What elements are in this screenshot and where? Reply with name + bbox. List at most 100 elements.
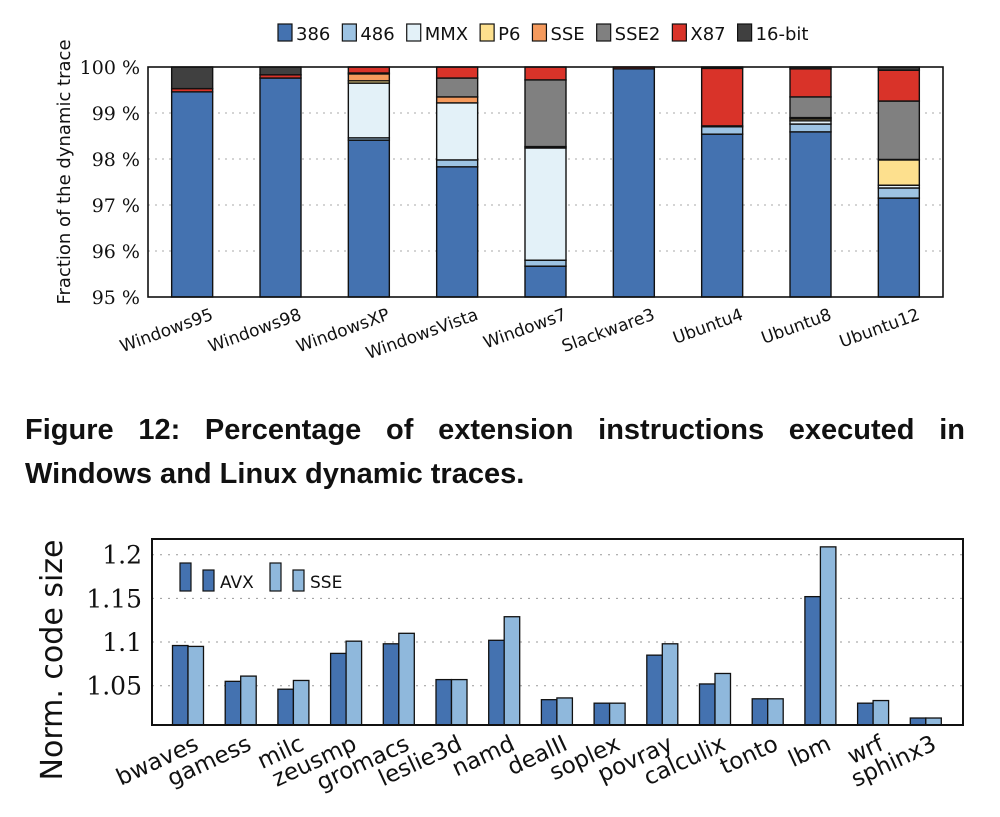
bar-segment-486 [524,259,567,267]
legend-swatch-sse [269,562,282,592]
bar-avx [224,680,242,726]
bar-segment-mmx [347,82,391,139]
bar-sse [556,697,574,726]
y-axis-label: Fraction of the dynamic trace [54,39,75,304]
bar-segment-sse2 [877,100,921,161]
bar-sse [503,616,521,726]
bar-segment-386 [170,91,214,298]
bar-segment-mmx [524,147,567,261]
bar-sse [661,643,679,726]
bar-segment-386 [524,265,567,298]
legend-label: SSE2 [615,24,661,45]
y-tick-label: 1.1 [102,628,142,657]
x-tick-label: dealII [504,731,572,781]
bar-segment-386 [259,77,302,298]
bar-sse [608,702,626,726]
legend-swatch-mmx [406,23,422,42]
bar-segment-sse2 [524,79,567,148]
x-tick-label: Ubuntu8 [759,305,834,349]
legend-label: 486 [360,24,394,45]
legend-swatch-386 [277,23,293,42]
bar-segment-386 [435,166,479,298]
y-tick-label: 1.05 [86,672,142,701]
legend-item: 486 [341,23,395,45]
bar-sse [450,678,468,726]
bar-segment-p6 [877,159,921,186]
bar-segment-x87 [877,69,921,102]
x-tick-label: gamess [163,731,255,792]
bar-avx [909,717,927,726]
legend-item: P6 [479,23,520,45]
x-tick-label: bwaves [112,731,202,791]
legend-item: MMX [406,23,468,45]
bar-segment-486 [700,126,744,135]
bar-segment-sse2 [789,96,832,119]
bar-sse [187,645,205,726]
legend-item: AVX [179,562,254,593]
y-tick-label: 1.2 [102,541,142,570]
bar-segment-386 [700,133,744,298]
bar-segment-x87 [789,68,832,98]
legend-swatch-sse [292,569,305,592]
bar-segment-x87 [524,66,567,81]
x-tick-label: milc [254,731,308,775]
bar-segment-386 [347,139,391,298]
x-tick-label: leslie3d [375,731,466,792]
bar-avx [698,683,716,726]
figure-caption: Figure 12: Percentage of extension instr… [25,414,965,490]
legend-item: SSE [531,23,585,45]
legend-item: 16-bit [737,23,809,45]
bar-segment-x87 [347,66,391,74]
bar-avx [171,644,189,726]
legend-swatch-avx [202,569,215,592]
legend-label: MMX [425,24,468,45]
y-tick-label: 1.15 [86,584,142,613]
bar-segment-sse [435,96,479,104]
y-tick-label: 95 % [92,287,140,309]
bar-segment-16-bit [170,66,214,90]
x-tick-label: Windows98 [206,305,304,357]
x-tick-label: zeusmp [268,731,360,793]
bar-sse [240,675,257,726]
legend-swatch-486 [341,23,357,42]
bar-segment-sse2 [435,77,479,98]
bar-segment-mmx [435,102,479,161]
bar-sse [292,679,310,726]
legend-label: SSE [310,573,342,593]
bar-segment-sse [347,73,391,82]
legend-label: X87 [690,24,725,45]
y-tick-label: 100 % [80,57,140,79]
x-tick-label: wrf [844,730,889,769]
bar-segment-16-bit [259,66,302,76]
legend-item: SSE [269,562,342,593]
bar-avx [488,639,505,726]
legend-label: P6 [498,24,520,45]
bar-sse [714,672,732,726]
bar-segment-486 [789,123,832,133]
plot-frame [151,538,964,726]
legend-item: SSE2 [596,23,661,45]
bar-avx [646,654,663,726]
bar-segment-386 [877,197,921,298]
legend-swatch-16-bit [737,23,753,42]
bar-avx [277,688,295,726]
bar-avx [804,595,822,726]
x-tick-label: Windows95 [117,305,215,357]
bar-sse [819,546,837,726]
bar-avx [382,643,400,726]
x-tick-label: Ubuntu12 [837,305,923,352]
y-tick-label: 97 % [92,195,140,217]
bar-avx [751,698,769,726]
bar-segment-486 [877,187,921,199]
bar-segment-386 [789,131,832,298]
legend-label: 386 [296,24,330,45]
legend-swatch-sse2 [596,23,612,42]
legend-swatch-avx [179,562,192,592]
bar-segment-386 [612,68,656,298]
x-tick-label: namd [448,731,519,782]
y-tick-label: 98 % [92,149,140,171]
bar-avx [540,699,558,726]
bar-sse [767,698,784,726]
bar-avx [435,678,453,726]
x-tick-label: calculix [640,731,730,791]
